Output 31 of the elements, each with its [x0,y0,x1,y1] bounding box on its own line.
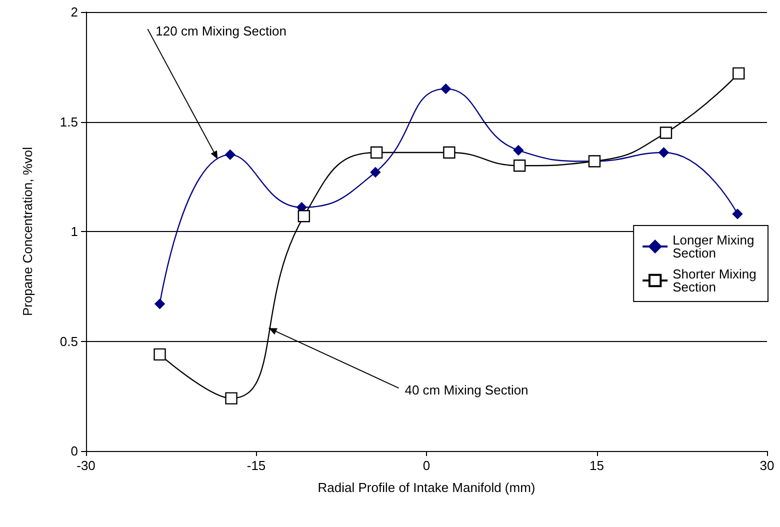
point [658,147,669,158]
y-axis-title: Propane Concentration, %vol [20,146,35,316]
x-tick-label: 0 [422,458,430,473]
point [225,150,236,160]
point [225,392,238,404]
point [513,145,524,156]
point [154,348,166,361]
point [660,126,672,139]
point [440,84,451,94]
y-tick-label: 0 [70,444,78,458]
y-tick-label: 1.5 [60,114,78,130]
legend-label: Longer Mixing Section [672,232,758,260]
annotation: 120 cm Mixing Section [156,24,286,39]
y-tick-label: 2 [70,4,78,20]
annotation: 40 cm Mixing Section [404,382,528,398]
x-tick-label: -30 [76,458,96,473]
x-tick-label: -15 [246,458,266,473]
x-tick-label: 15 [590,458,604,473]
point [732,208,743,220]
point [298,210,310,222]
point [370,146,383,159]
point [154,298,165,310]
legend-label: Shorter Mixing Section [672,266,760,294]
y-tick-label: 0.5 [60,334,78,349]
point [443,146,456,159]
point [513,160,526,172]
point [370,167,381,178]
x-tick-label: 30 [760,458,774,473]
x-axis-title: Radial Profile of Intake Manifold (mm) [318,480,536,495]
y-tick-label: 1 [70,224,78,239]
point [732,67,745,80]
